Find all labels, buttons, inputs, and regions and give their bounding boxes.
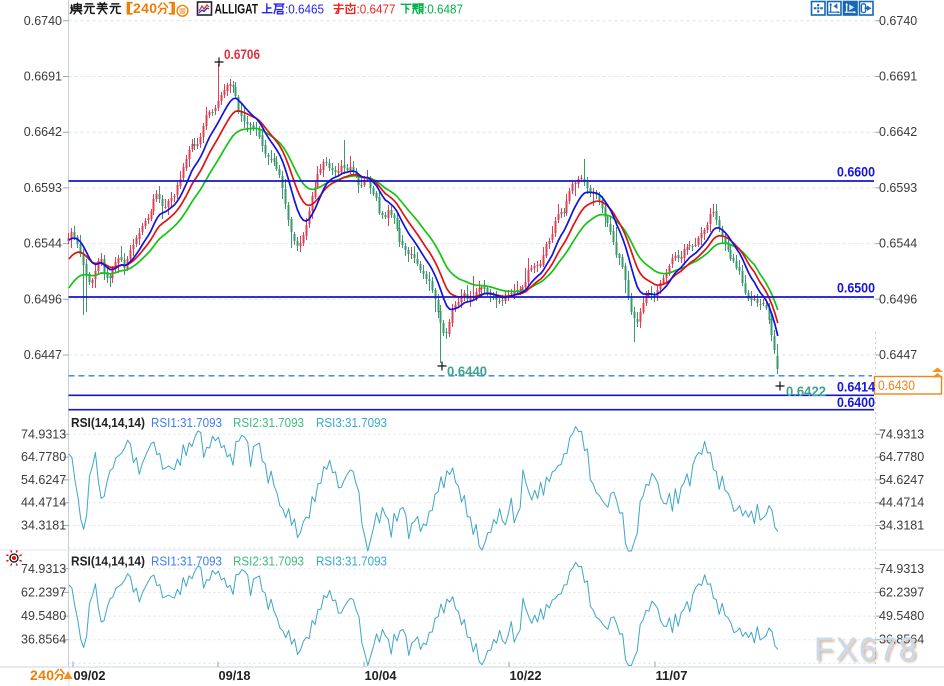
svg-text:0.6740: 0.6740 (24, 14, 62, 28)
svg-text:RSI3:31.7093: RSI3:31.7093 (316, 415, 387, 430)
svg-text:0.6544: 0.6544 (24, 237, 62, 251)
svg-text:0.6593: 0.6593 (879, 181, 917, 195)
svg-text:62.2397: 62.2397 (21, 585, 66, 599)
svg-text:64.7780: 64.7780 (21, 450, 66, 464)
svg-text::0.6487: :0.6487 (424, 2, 463, 17)
svg-text:62.2397: 62.2397 (879, 585, 924, 599)
svg-text:0.6422: 0.6422 (786, 384, 826, 399)
svg-text:0.6600: 0.6600 (837, 165, 875, 180)
svg-text:0.6642: 0.6642 (879, 125, 917, 139)
svg-text:FX678: FX678 (814, 631, 918, 667)
svg-text:44.4714: 44.4714 (879, 496, 924, 510)
svg-text:09/02: 09/02 (74, 669, 106, 683)
svg-text:240: 240 (30, 667, 54, 683)
svg-text:RSI(14,14,14): RSI(14,14,14) (71, 554, 145, 569)
svg-text::0.6477: :0.6477 (357, 2, 396, 17)
svg-text:0.6440: 0.6440 (447, 364, 487, 379)
svg-text:64.7780: 64.7780 (879, 450, 924, 464)
svg-text:74.9313: 74.9313 (21, 427, 66, 441)
svg-text:RSI1:31.7093: RSI1:31.7093 (151, 554, 222, 569)
svg-text:RSI2:31.7093: RSI2:31.7093 (233, 554, 304, 569)
svg-text:0.6706: 0.6706 (224, 47, 260, 62)
svg-text:0.6544: 0.6544 (879, 237, 917, 251)
svg-text:10/04: 10/04 (365, 669, 397, 683)
svg-text:0.6691: 0.6691 (879, 70, 917, 84)
svg-text:0.6740: 0.6740 (879, 14, 917, 28)
svg-text:RSI(14,14,14): RSI(14,14,14) (71, 415, 145, 430)
svg-text:0.6400: 0.6400 (837, 395, 875, 410)
svg-text:54.6247: 54.6247 (21, 473, 66, 487)
svg-text::0.6465: :0.6465 (285, 2, 324, 17)
svg-text:0.6496: 0.6496 (879, 292, 917, 306)
svg-text:RSI2:31.7093: RSI2:31.7093 (233, 415, 304, 430)
svg-text:0.6414: 0.6414 (837, 380, 875, 395)
svg-text:49.5480: 49.5480 (21, 609, 66, 623)
svg-text:RSI1:31.7093: RSI1:31.7093 (151, 415, 222, 430)
svg-text:44.4714: 44.4714 (21, 496, 66, 510)
svg-text:54.6247: 54.6247 (879, 473, 924, 487)
svg-text:RSI3:31.7093: RSI3:31.7093 (316, 554, 387, 569)
svg-text:09/18: 09/18 (219, 669, 251, 683)
svg-text:0.6430: 0.6430 (878, 378, 915, 393)
svg-text:0.6500: 0.6500 (837, 281, 875, 296)
svg-text:49.5480: 49.5480 (879, 609, 924, 623)
svg-text:ALLIGAT: ALLIGAT (215, 2, 259, 17)
svg-text:0.6447: 0.6447 (24, 348, 62, 362)
svg-text:0.6447: 0.6447 (879, 348, 917, 362)
svg-text:0.6691: 0.6691 (24, 70, 62, 84)
svg-text:11/07: 11/07 (656, 669, 688, 683)
svg-text:0.6642: 0.6642 (24, 125, 62, 139)
svg-text:0.6496: 0.6496 (24, 292, 62, 306)
svg-text:34.3181: 34.3181 (879, 519, 924, 533)
svg-text:10/22: 10/22 (510, 669, 542, 683)
svg-text:240: 240 (133, 0, 157, 16)
svg-text:36.8564: 36.8564 (879, 633, 924, 647)
svg-text:74.9313: 74.9313 (879, 427, 924, 441)
svg-text:34.3181: 34.3181 (21, 519, 66, 533)
svg-text:74.9313: 74.9313 (879, 562, 924, 576)
svg-text:74.9313: 74.9313 (21, 562, 66, 576)
svg-text:36.8564: 36.8564 (21, 633, 66, 647)
svg-text:0.6593: 0.6593 (24, 181, 62, 195)
